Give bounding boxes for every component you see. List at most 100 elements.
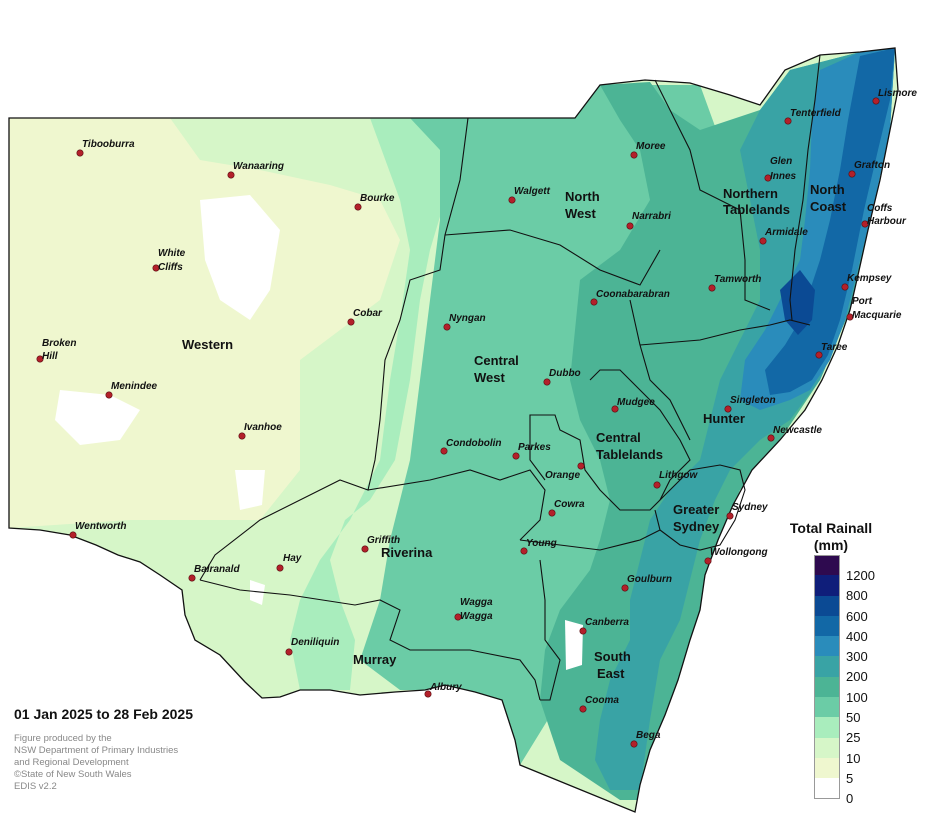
town-hay: Hay — [276, 553, 302, 572]
svg-text:Wanaaring: Wanaaring — [233, 161, 284, 172]
legend-swatch — [814, 757, 840, 779]
svg-text:Hay: Hay — [283, 553, 302, 564]
svg-text:Hill: Hill — [42, 351, 58, 362]
svg-text:Coast: Coast — [810, 199, 847, 214]
town-bega: Bega — [630, 730, 661, 748]
region-north-west: North West — [565, 189, 600, 221]
date-range: 01 Jan 2025 to 28 Feb 2025 — [14, 706, 193, 722]
svg-text:Walgett: Walgett — [514, 186, 551, 197]
svg-text:White: White — [158, 248, 186, 259]
svg-text:Hunter: Hunter — [703, 411, 745, 426]
svg-text:Greater: Greater — [673, 502, 719, 517]
town-menindee: Menindee — [105, 381, 158, 399]
town-griffith: Griffith — [361, 535, 400, 553]
town-singleton: Singleton — [724, 395, 776, 413]
svg-text:Wagga: Wagga — [460, 597, 493, 608]
town-wollongong: Wollongong — [704, 547, 768, 565]
town-taree: Taree — [815, 342, 848, 359]
town-albury: Albury — [424, 682, 462, 698]
svg-text:Moree: Moree — [636, 141, 666, 152]
town-canberra: Canberra — [579, 617, 629, 635]
svg-text:Taree: Taree — [821, 342, 848, 353]
svg-text:Mudgee: Mudgee — [617, 397, 655, 408]
svg-text:Macquarie: Macquarie — [852, 310, 902, 321]
town-grafton: Grafton — [848, 160, 890, 178]
svg-text:Central: Central — [596, 430, 641, 445]
town-nyngan: Nyngan — [443, 313, 486, 331]
town-wentworth: Wentworth — [69, 521, 126, 539]
svg-text:Western: Western — [182, 337, 233, 352]
legend-swatch — [814, 656, 840, 677]
town-bourke: Bourke — [354, 193, 395, 211]
town-young: Young — [520, 538, 557, 555]
svg-text:Bourke: Bourke — [360, 193, 395, 204]
svg-text:Parkes: Parkes — [518, 442, 551, 453]
town-tamworth: Tamworth — [708, 274, 761, 292]
svg-text:Griffith: Griffith — [367, 535, 400, 546]
legend-label: 300 — [846, 649, 868, 665]
svg-text:North: North — [810, 182, 845, 197]
legend-label: 200 — [846, 669, 868, 685]
town-wagga-wagga: Wagga Wagga — [454, 597, 493, 622]
legend-swatch — [814, 717, 840, 738]
legend-label: 400 — [846, 628, 868, 644]
town-moree: Moree — [630, 141, 666, 159]
region-riverina: Riverina — [381, 545, 433, 560]
legend-swatch — [814, 615, 840, 637]
svg-text:Tablelands: Tablelands — [596, 447, 663, 462]
svg-text:Coffs: Coffs — [867, 203, 893, 214]
town-dubbo: Dubbo — [543, 368, 581, 386]
town-ivanhoe: Ivanhoe — [238, 422, 282, 440]
svg-text:Tamworth: Tamworth — [714, 274, 761, 285]
svg-text:Goulburn: Goulburn — [627, 574, 672, 585]
legend-swatch — [814, 555, 840, 576]
svg-text:West: West — [565, 206, 596, 221]
town-coonabarabran: Coonabarabran — [590, 289, 670, 306]
town-cooma: Cooma — [579, 695, 619, 713]
svg-text:Tablelands: Tablelands — [723, 202, 790, 217]
town-newcastle: Newcastle — [767, 425, 822, 442]
town-glen-innes: Glen Innes — [764, 156, 797, 182]
region-north-coast: North Coast — [810, 182, 847, 214]
legend-label: 1200 — [846, 568, 875, 583]
credits-line: and Regional Development — [14, 757, 129, 768]
legend-title: Total Rainall (mm) — [776, 520, 886, 554]
credits: Figure produced by the NSW Department of… — [14, 733, 178, 793]
svg-text:Lithgow: Lithgow — [659, 470, 699, 481]
svg-text:Menindee: Menindee — [111, 381, 158, 392]
legend-title-line1: Total Rainall — [789, 520, 873, 536]
svg-text:Balranald: Balranald — [194, 564, 240, 575]
town-wanaaring: Wanaaring — [227, 161, 284, 179]
svg-text:Wagga: Wagga — [460, 611, 493, 622]
svg-text:Orange: Orange — [545, 470, 580, 481]
svg-text:Cooma: Cooma — [585, 695, 619, 706]
legend-swatch — [814, 676, 840, 698]
legend-swatch — [814, 636, 840, 657]
svg-text:Narrabri: Narrabri — [632, 211, 671, 222]
region-greater-sydney: Greater Sydney — [673, 502, 720, 534]
region-central-west: Central West — [474, 353, 519, 385]
town-sydney: Sydney — [726, 502, 768, 520]
town-coffs-harbour: Coffs Harbour — [861, 203, 907, 228]
town-broken-hill: Broken Hill — [36, 338, 76, 363]
town-orange: Orange — [545, 462, 585, 481]
town-white-cliffs: White Cliffs — [152, 248, 186, 273]
town-lithgow: Lithgow — [653, 470, 699, 489]
svg-text:Riverina: Riverina — [381, 545, 433, 560]
legend-swatch — [814, 575, 840, 596]
svg-text:Singleton: Singleton — [730, 395, 776, 406]
svg-text:Wentworth: Wentworth — [75, 521, 126, 532]
town-cobar: Cobar — [347, 308, 383, 326]
svg-text:Tenterfield: Tenterfield — [790, 108, 842, 119]
town-narrabri: Narrabri — [626, 211, 671, 230]
svg-text:Sydney: Sydney — [732, 502, 768, 513]
svg-text:Glen: Glen — [770, 156, 792, 167]
svg-text:Cowra: Cowra — [554, 499, 585, 510]
svg-text:Port: Port — [852, 296, 873, 307]
svg-text:Harbour: Harbour — [867, 216, 907, 227]
svg-text:Newcastle: Newcastle — [773, 425, 822, 436]
legend-label: 100 — [846, 689, 868, 705]
legend-label: 800 — [846, 588, 868, 604]
legend-label: 10 — [846, 750, 861, 766]
